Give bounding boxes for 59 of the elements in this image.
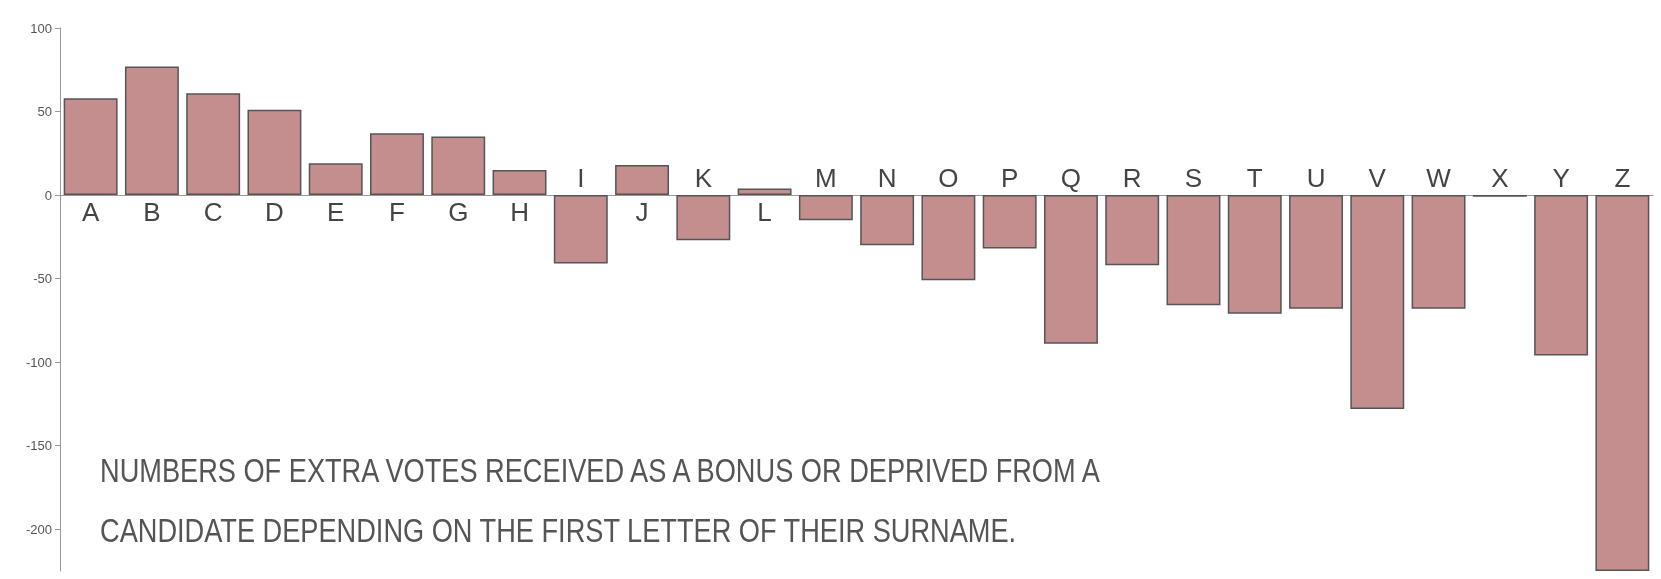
bar (1105, 195, 1160, 266)
x-tick-label: Q (1060, 163, 1082, 194)
bar (1227, 195, 1282, 314)
x-tick-label: C (203, 197, 223, 228)
x-tick-label: G (448, 197, 469, 228)
y-tick-label: -50 (33, 271, 52, 287)
x-tick-label: J (635, 197, 649, 228)
annotation: NUMBERS OF EXTRA VOTES RECEIVED AS A BONUS OR DEPRIVED FROM A CANDIDATE DEPENDING ON THE FIRST LETTER OF THEIR SURNAME. (100, 450, 1106, 550)
bar (247, 109, 302, 196)
x-tick-label: E (327, 197, 345, 228)
x-tick-label: W (1426, 163, 1452, 194)
x-tick-label: P (1001, 163, 1019, 194)
y-tick-label: -200 (25, 521, 52, 537)
bar (615, 165, 670, 196)
y-tick-label: -100 (25, 354, 52, 370)
bar (1350, 195, 1405, 409)
x-tick-label: M (815, 163, 837, 194)
y-tick-label: 100 (30, 20, 52, 36)
x-tick-label: A (81, 197, 100, 228)
bar (676, 195, 731, 241)
x-tick-label: X (1491, 163, 1509, 194)
bar (63, 98, 118, 196)
bar (1289, 195, 1343, 309)
x-tick-label: V (1368, 163, 1387, 194)
x-tick-label: H (510, 197, 529, 228)
bar (1534, 195, 1589, 356)
x-tick-label: K (694, 163, 713, 194)
x-tick-label: S (1184, 163, 1203, 194)
x-tick-label: R (1122, 163, 1142, 194)
bar (370, 133, 424, 196)
y-tick-label: 0 (44, 187, 52, 203)
bar (982, 195, 1037, 249)
y-tick-label: 50 (37, 104, 52, 120)
x-tick-label: D (265, 197, 284, 228)
bar (860, 195, 915, 246)
x-tick-label: B (143, 197, 161, 228)
bar (308, 163, 363, 196)
x-tick-label: N (877, 163, 897, 194)
bar (553, 195, 608, 264)
x-tick-label: Y (1552, 163, 1570, 194)
bar (431, 136, 486, 196)
bar (798, 195, 853, 221)
x-tick-label: F (389, 197, 405, 228)
bar (124, 66, 179, 196)
x-tick-label: L (757, 197, 772, 228)
x-tick-label: I (577, 163, 585, 194)
bar (186, 93, 241, 196)
bar (492, 170, 547, 196)
x-tick-label: O (938, 163, 959, 194)
y-tick-label: -150 (25, 438, 52, 454)
bar (737, 188, 792, 196)
x-tick-label: U (1306, 163, 1326, 194)
bar (1166, 195, 1221, 306)
bar (1595, 195, 1650, 571)
x-tick-label: T (1246, 163, 1263, 194)
bar (921, 195, 976, 281)
bar (1411, 195, 1466, 309)
x-tick-label: Z (1614, 163, 1631, 194)
bar (1043, 195, 1098, 344)
